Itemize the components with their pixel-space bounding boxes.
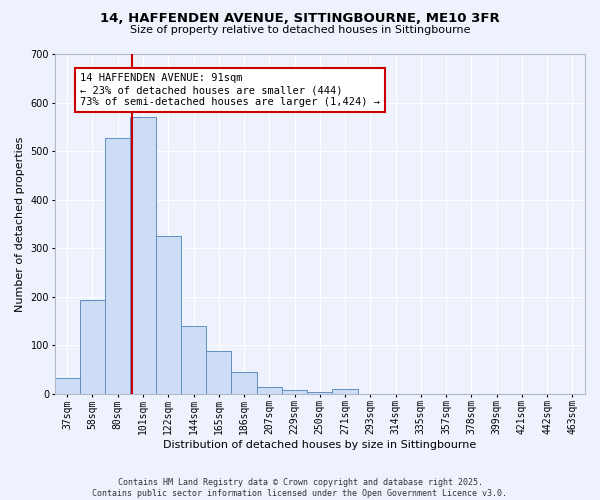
Bar <box>181 326 206 394</box>
Text: Contains HM Land Registry data © Crown copyright and database right 2025.
Contai: Contains HM Land Registry data © Crown c… <box>92 478 508 498</box>
Bar <box>130 117 155 394</box>
Bar <box>282 390 307 394</box>
Bar <box>80 300 105 394</box>
Text: Size of property relative to detached houses in Sittingbourne: Size of property relative to detached ho… <box>130 25 470 35</box>
Bar <box>105 138 130 394</box>
Bar <box>307 392 332 394</box>
Text: 14, HAFFENDEN AVENUE, SITTINGBOURNE, ME10 3FR: 14, HAFFENDEN AVENUE, SITTINGBOURNE, ME1… <box>100 12 500 26</box>
Bar <box>232 372 257 394</box>
X-axis label: Distribution of detached houses by size in Sittingbourne: Distribution of detached houses by size … <box>163 440 476 450</box>
Bar <box>257 388 282 394</box>
Y-axis label: Number of detached properties: Number of detached properties <box>15 136 25 312</box>
Text: 14 HAFFENDEN AVENUE: 91sqm
← 23% of detached houses are smaller (444)
73% of sem: 14 HAFFENDEN AVENUE: 91sqm ← 23% of deta… <box>80 74 380 106</box>
Bar <box>155 236 181 394</box>
Bar <box>332 389 358 394</box>
Bar <box>55 378 80 394</box>
Bar <box>206 352 232 394</box>
